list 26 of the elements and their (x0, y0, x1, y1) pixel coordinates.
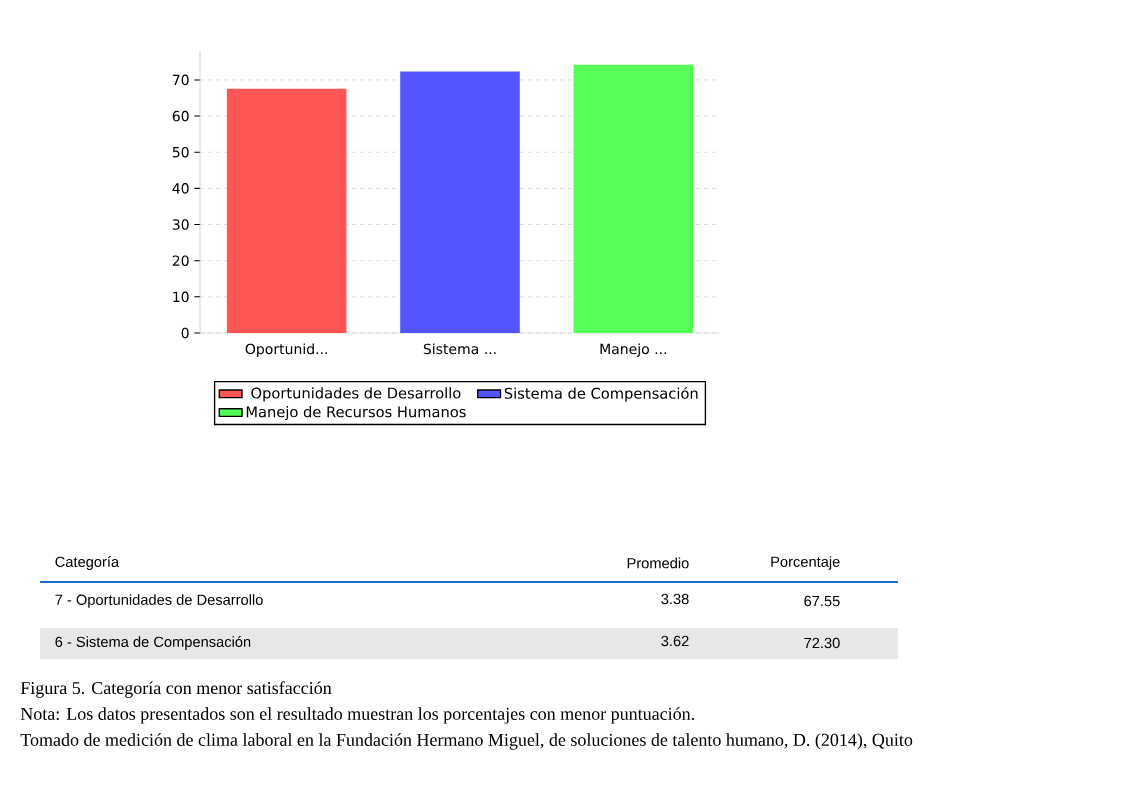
y-tick-label: 60 (172, 110, 189, 122)
text: Categoría (55, 556, 120, 570)
y-tick-label: 10 (173, 291, 189, 303)
text: Porcentaje (771, 556, 840, 570)
legend-label: Manejo de Recursos Humanos (246, 405, 466, 421)
x-tick-label: Oportunid... (245, 343, 327, 357)
y-tick-label: 50 (172, 146, 189, 158)
y-tick-label: 30 (172, 219, 189, 230)
text: Tomado de medición de clima laboral en la Fundación Hermano Miguel, de soluciones de talento humano, D. (2014), Quito (20, 733, 913, 750)
text: Figura 5. Categoría con menor satisfacción (20, 681, 332, 698)
text: 3.62 (661, 635, 689, 647)
x-tick-label: Manejo ... (600, 343, 667, 357)
text: 67.55 (804, 595, 840, 607)
y-tick-label: 0 (181, 327, 189, 339)
y-tick-label: 40 (172, 183, 189, 194)
text: Nota: Los datos presentados son el resultado muestran los porcentajes con menor puntuación. (20, 707, 694, 724)
legend-label: Oportunidades de Desarrollo (251, 387, 461, 402)
text: 7 - Oportunidades de Desarrollo (55, 594, 263, 608)
legend-label: Sistema de Compensación (504, 386, 698, 402)
y-tick-label: 70 (172, 74, 189, 86)
text: 72.30 (804, 637, 840, 649)
x-tick-label: Sistema ... (423, 343, 496, 355)
text: 3.38 (661, 593, 689, 605)
y-tick-label: 20 (172, 255, 189, 266)
text: Promedio (627, 557, 689, 569)
text: 6 - Sistema de Compensación (55, 636, 251, 650)
